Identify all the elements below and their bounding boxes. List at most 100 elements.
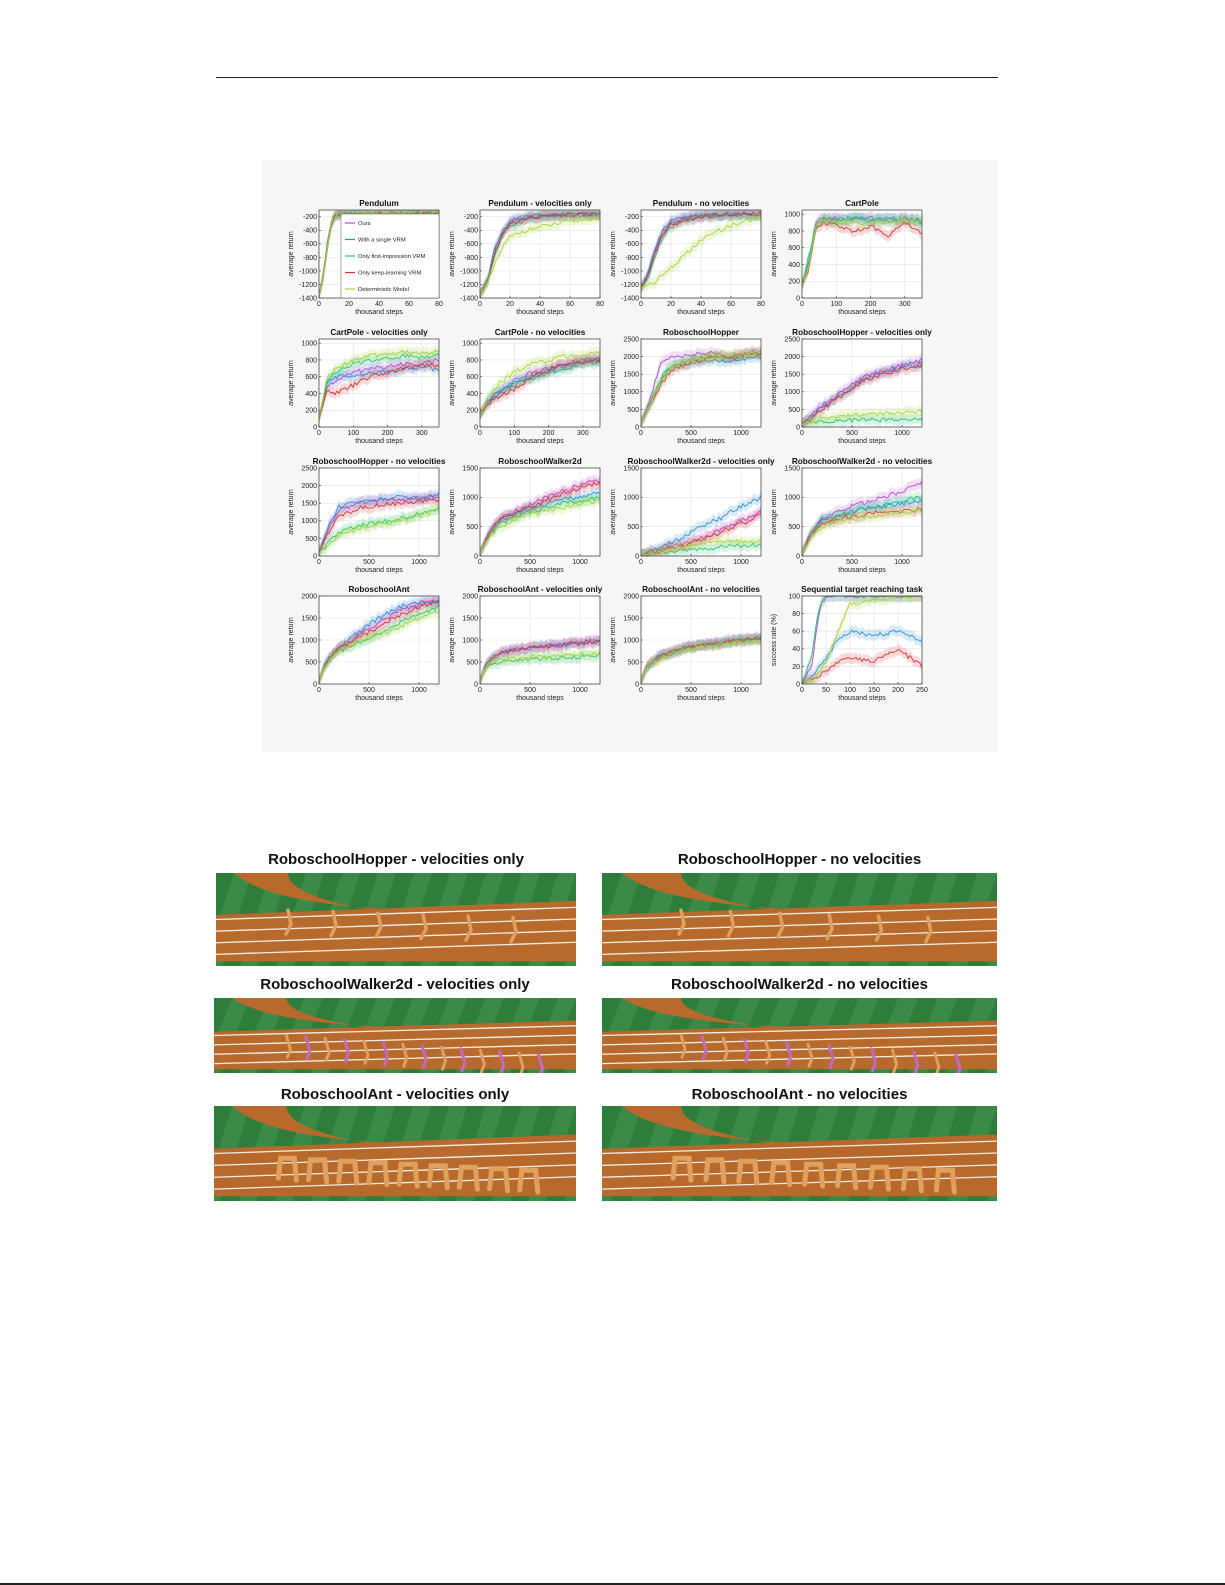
axes-frame xyxy=(640,467,762,557)
y-tick-label: 0 xyxy=(313,681,317,688)
y-tick-label: 0 xyxy=(474,681,478,688)
top-rule xyxy=(216,77,998,78)
y-tick-label: 1000 xyxy=(784,495,800,502)
series-line xyxy=(640,216,762,289)
y-axis-label: average return xyxy=(449,360,456,406)
series-line xyxy=(640,349,762,424)
hopper-robot xyxy=(374,911,383,939)
series-band xyxy=(319,358,439,424)
y-tick-label: 2000 xyxy=(301,483,317,490)
x-tick-label: 1000 xyxy=(411,559,427,566)
x-axis-label: thousand steps xyxy=(516,695,564,702)
lane-line xyxy=(216,941,576,956)
y-tick-label: 500 xyxy=(466,659,478,666)
y-tick-label: -1200 xyxy=(460,282,478,289)
chart-panel: 0 500 1000 0 500 1000 1500 2000 RoboschoolAnt tho… xyxy=(288,585,440,702)
x-tick-label: 0 xyxy=(317,430,321,437)
walker-robot xyxy=(401,1042,409,1068)
ant-robot xyxy=(456,1164,480,1192)
x-tick-label: 80 xyxy=(435,301,443,308)
series-band xyxy=(802,476,922,556)
series-band xyxy=(480,474,600,556)
x-tick-label: 0 xyxy=(639,559,643,566)
series-band xyxy=(641,344,761,427)
walker-robot xyxy=(869,1047,878,1073)
y-tick-label: 0 xyxy=(313,424,317,431)
series-band xyxy=(319,344,439,424)
x-axis-label: thousand steps xyxy=(838,438,886,445)
y-tick-label: -400 xyxy=(303,228,317,235)
x-tick-label: 0 xyxy=(478,559,482,566)
x-tick-label: 0 xyxy=(317,301,321,308)
x-tick-label: 300 xyxy=(416,430,428,437)
series-band xyxy=(641,634,761,684)
walker-robot xyxy=(954,1053,962,1073)
series-line xyxy=(801,495,923,554)
x-tick-label: 0 xyxy=(800,559,804,566)
series-band xyxy=(480,476,600,556)
lane-line xyxy=(214,1164,576,1178)
y-tick-label: 2000 xyxy=(623,593,639,600)
y-axis-label: average return xyxy=(288,617,295,663)
walker-robot xyxy=(537,1053,545,1073)
series-line xyxy=(801,363,923,424)
x-tick-label: 60 xyxy=(566,301,574,308)
series-band xyxy=(641,210,761,294)
series-line xyxy=(318,498,440,553)
lane-line xyxy=(214,1025,576,1037)
walker-robot xyxy=(912,1050,920,1073)
x-tick-label: 40 xyxy=(697,301,705,308)
y-tick-label: 1500 xyxy=(301,501,317,508)
y-tick-label: 0 xyxy=(796,681,800,688)
x-tick-label: 100 xyxy=(508,430,520,437)
scene-title: RoboschoolWalker2d - velocities only xyxy=(260,976,530,993)
ant-robot xyxy=(802,1161,826,1189)
plot-area xyxy=(802,596,922,684)
y-axis-label: average return xyxy=(288,231,295,277)
legend-label: With a single VRM xyxy=(358,238,406,244)
x-tick-label: 500 xyxy=(685,559,697,566)
hopper-robot xyxy=(464,914,473,942)
series-band xyxy=(319,503,439,556)
series-line xyxy=(640,352,762,424)
series-band xyxy=(319,353,439,424)
series-line xyxy=(640,211,762,288)
series-line xyxy=(801,417,923,424)
chart-title: RoboschoolWalker2d - no velocities xyxy=(792,457,933,466)
walker-robot xyxy=(517,1051,525,1073)
chart-panel: 0 500 1000 0 500 1000 1500 2000 2500RoboschoolHo… xyxy=(288,457,446,574)
y-axis-label: average return xyxy=(610,489,617,535)
y-tick-label: 0 xyxy=(474,553,478,560)
series-band xyxy=(802,503,922,556)
x-axis-label: thousand steps xyxy=(355,567,403,574)
y-axis-label: average return xyxy=(771,231,778,277)
y-tick-label: 2500 xyxy=(301,465,317,472)
x-tick-label: 1000 xyxy=(733,430,749,437)
series-band xyxy=(480,210,600,298)
y-tick-label: -600 xyxy=(464,241,478,248)
y-tick-label: 1000 xyxy=(623,637,639,644)
series-band xyxy=(480,635,600,684)
x-tick-label: 0 xyxy=(478,430,482,437)
walker-robot xyxy=(498,1050,506,1073)
series-line xyxy=(479,211,601,295)
y-tick-label: 0 xyxy=(635,424,639,431)
series-line xyxy=(640,350,762,424)
plot-area xyxy=(480,339,600,427)
ant-robot xyxy=(275,1155,299,1183)
series-band xyxy=(641,211,761,294)
curved-track xyxy=(621,873,997,929)
x-tick-label: 0 xyxy=(800,687,804,694)
ant-robot xyxy=(426,1163,450,1191)
curved-track xyxy=(621,998,997,1043)
chart-panel: 0 20 40 60 80 -200 -400 -600 -800 -1000 -1200 -1400… xyxy=(449,199,604,316)
y-tick-label: 600 xyxy=(466,374,478,381)
walker-robot xyxy=(891,1048,899,1073)
series-band xyxy=(802,358,922,427)
x-tick-label: 1000 xyxy=(733,559,749,566)
walker-robot xyxy=(700,1035,708,1061)
lane-line xyxy=(214,1043,576,1055)
y-tick-label: -1400 xyxy=(299,295,317,302)
